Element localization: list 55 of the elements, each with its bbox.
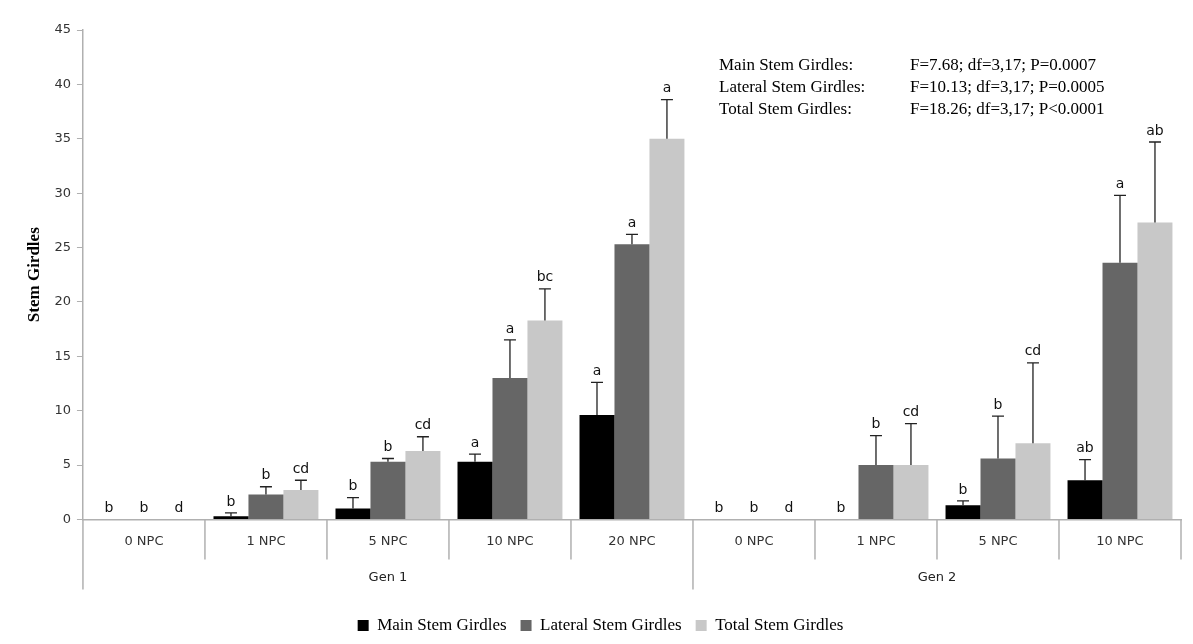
annotation: ab [1076, 439, 1094, 456]
legend-label: Lateral Stem Girdles [540, 614, 682, 634]
annotation: a [470, 433, 480, 450]
x-tick-label: 0 NPC [734, 532, 774, 548]
annotation: cd [1024, 342, 1042, 359]
annotation: b [993, 395, 1003, 412]
annotation: cd [292, 459, 310, 476]
legend-label: Total Stem Girdles [715, 614, 844, 634]
y-tick-label: 30 [54, 184, 71, 200]
annotation: b [958, 480, 968, 497]
text: Main Stem Girdles: F=7.68; df=3,17; P=0.0007 [719, 55, 1097, 74]
y-tick-label: 15 [54, 347, 71, 363]
x-tick-label: 0 NPC [124, 532, 164, 548]
annotation: d [174, 499, 184, 516]
annotation: a [592, 362, 602, 379]
x-tick-label: 10 NPC [486, 532, 534, 548]
y-axis-title: Stem Girdles [23, 226, 43, 323]
annotation: a [505, 319, 515, 336]
annotation: b [104, 499, 114, 516]
x-tick-label: 20 NPC [608, 532, 656, 548]
x-tick-label: 5 NPC [368, 532, 408, 548]
x-tick-label: 10 NPC [1096, 532, 1144, 548]
annotation: a [662, 79, 672, 96]
text: Gen 2 [917, 568, 957, 584]
y-tick-label: 10 [54, 402, 71, 418]
annotation: b [226, 492, 236, 509]
annotation: b [871, 415, 881, 432]
annotation: bc [536, 268, 554, 285]
y-tick-label: 40 [54, 75, 71, 91]
text: Gen 1 [368, 568, 408, 584]
y-tick-label: 45 [54, 21, 71, 37]
y-tick-label: 0 [62, 510, 71, 526]
x-tick-label: 1 NPC [246, 532, 286, 548]
y-tick-label: 35 [54, 130, 71, 146]
annotation: b [836, 499, 846, 516]
annotation: a [627, 214, 637, 231]
x-tick-label: 5 NPC [978, 532, 1018, 548]
annotation: a [1115, 174, 1125, 191]
annotation: ab [1146, 121, 1164, 138]
legend-label: Main Stem Girdles [377, 614, 507, 634]
annotation: b [383, 438, 393, 455]
text: Lateral Stem Girdles: F=10.13; df=3,17; P=0.0005 [719, 77, 1105, 96]
annotation: b [139, 499, 149, 516]
text: Total Stem Girdles: F=18.26; df=3,17; P<0.0001 [719, 99, 1105, 118]
annotation: b [261, 466, 271, 483]
annotation: cd [414, 416, 432, 433]
annotation: b [714, 499, 724, 516]
annotation: cd [902, 403, 920, 420]
annotation: d [784, 499, 794, 516]
y-tick-label: 25 [54, 238, 71, 254]
x-tick-label: 1 NPC [856, 532, 896, 548]
y-tick-label: 20 [54, 293, 71, 309]
annotation: b [749, 499, 759, 516]
y-tick-label: 5 [62, 456, 71, 472]
annotation: b [348, 477, 358, 494]
